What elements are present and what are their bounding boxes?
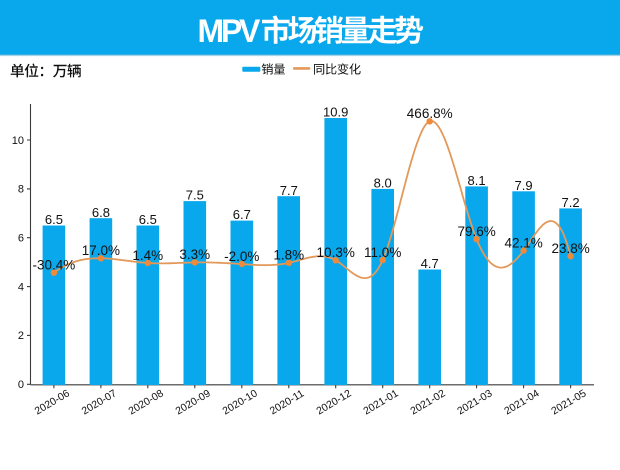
svg-text:11.0%: 11.0%: [364, 245, 401, 260]
svg-text:7.7: 7.7: [280, 183, 298, 198]
svg-text:466.8%: 466.8%: [407, 106, 453, 121]
svg-text:17.0%: 17.0%: [82, 243, 120, 258]
svg-text:6.5: 6.5: [139, 212, 157, 227]
svg-text:6: 6: [18, 233, 24, 245]
svg-text:4: 4: [18, 281, 24, 293]
svg-text:-30.4%: -30.4%: [33, 258, 76, 273]
svg-text:7.2: 7.2: [562, 195, 580, 210]
svg-text:6.7: 6.7: [233, 207, 251, 222]
svg-text:7.9: 7.9: [515, 178, 533, 193]
svg-text:8: 8: [18, 184, 24, 196]
svg-text:1.8%: 1.8%: [273, 248, 304, 263]
svg-text:2: 2: [18, 330, 24, 342]
svg-text:10.3%: 10.3%: [317, 245, 355, 260]
svg-text:3.3%: 3.3%: [179, 247, 210, 262]
svg-text:MPV: MPV: [198, 13, 261, 49]
svg-text:8.0: 8.0: [374, 176, 392, 191]
svg-text:10: 10: [12, 135, 24, 147]
svg-text:7.5: 7.5: [186, 188, 204, 203]
svg-text:0: 0: [18, 379, 24, 391]
svg-text:6.5: 6.5: [45, 212, 63, 227]
svg-text:23.8%: 23.8%: [551, 241, 589, 256]
svg-text:79.6%: 79.6%: [457, 224, 495, 239]
svg-text:6.8: 6.8: [92, 205, 110, 220]
svg-text:4.7: 4.7: [421, 256, 439, 271]
svg-text:42.1%: 42.1%: [504, 235, 542, 250]
svg-text:10.9: 10.9: [323, 105, 348, 120]
svg-text:-2.0%: -2.0%: [224, 249, 259, 264]
svg-text:1.4%: 1.4%: [132, 248, 163, 263]
svg-text:8.1: 8.1: [468, 173, 486, 188]
